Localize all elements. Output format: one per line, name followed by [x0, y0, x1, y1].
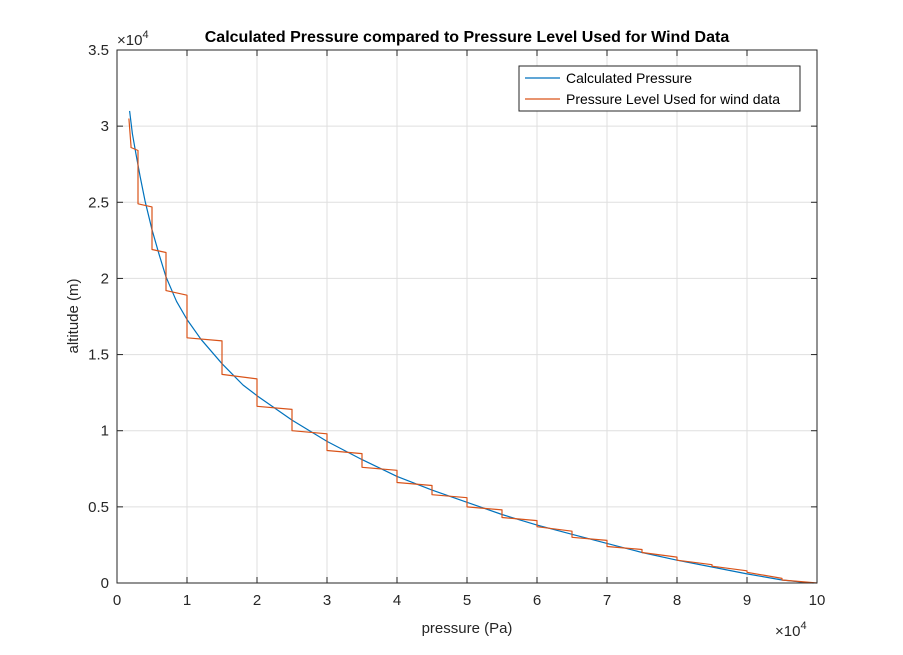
legend-entry-pressure-level: Pressure Level Used for wind data [566, 91, 780, 107]
x-exponent-power: 4 [800, 620, 806, 632]
y-tick-label: 2 [101, 270, 109, 287]
y-axis-label: altitude (m) [65, 278, 82, 353]
x-exponent-base: ×10 [775, 623, 800, 640]
legend-entry-calculated-pressure: Calculated Pressure [566, 70, 692, 86]
x-tick-label: 7 [603, 592, 611, 609]
x-exponent-label: ×104 [775, 620, 807, 640]
x-tick-label: 0 [113, 592, 121, 609]
legend: Calculated Pressure Pressure Level Used … [518, 65, 801, 112]
y-tick-label: 2.5 [88, 194, 109, 211]
y-tick-label: 1.5 [88, 347, 109, 364]
x-tick-label: 9 [743, 592, 751, 609]
x-tick-label: 5 [463, 592, 471, 609]
x-tick-label: 2 [253, 592, 261, 609]
x-tick-label: 4 [393, 592, 401, 609]
ticks [116, 49, 818, 584]
x-tick-label: 6 [533, 592, 541, 609]
series-group [128, 110, 818, 584]
series-line-pressure-level [128, 118, 818, 584]
y-tick-label: 3.5 [88, 42, 109, 59]
legend-box [518, 65, 801, 112]
tick-labels: 0 1 2 3 4 5 6 7 8 9 10 0 0.5 1 1.5 2 2.5 3 3.5 [88, 42, 825, 609]
x-tick-label: 10 [809, 592, 826, 609]
chart-title: Calculated Pressure compared to Pressure… [205, 29, 730, 46]
x-tick-label: 3 [323, 592, 331, 609]
y-exponent-label: ×104 [117, 29, 149, 49]
y-exponent-power: 4 [142, 29, 148, 41]
y-exponent-base: ×10 [117, 32, 142, 49]
x-tick-label: 1 [183, 592, 191, 609]
y-tick-label: 3 [101, 118, 109, 135]
y-tick-label: 1 [101, 423, 109, 440]
y-tick-label: 0 [101, 575, 109, 592]
y-tick-label: 0.5 [88, 499, 109, 516]
x-tick-label: 8 [673, 592, 681, 609]
x-axis-label: pressure (Pa) [422, 620, 513, 637]
